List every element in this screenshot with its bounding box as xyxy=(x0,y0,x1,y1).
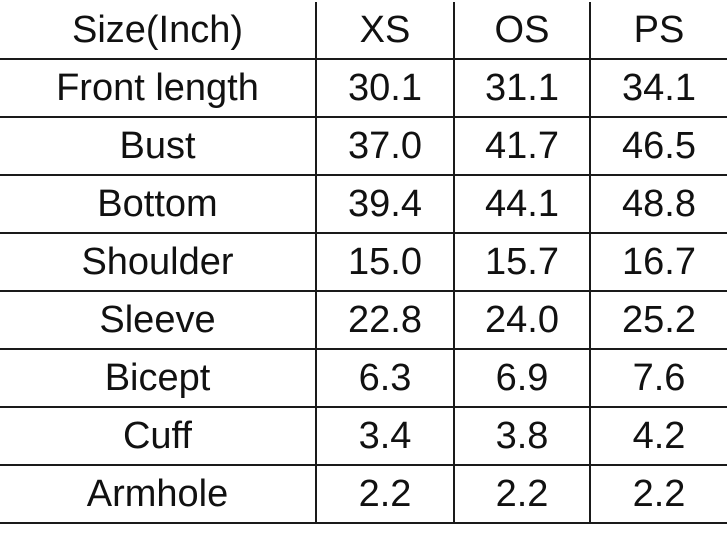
value-cell: 3.4 xyxy=(315,406,455,466)
value-cell: 6.3 xyxy=(315,348,455,408)
value-cell: 24.0 xyxy=(453,290,591,350)
row-label-cell: Cuff xyxy=(0,406,317,466)
row-label-cell: Size(Inch) xyxy=(0,2,317,60)
value-cell: 4.2 xyxy=(589,406,727,466)
value-cell: OS xyxy=(453,2,591,60)
value-cell: 31.1 xyxy=(453,58,591,118)
table-row: Cuff 3.4 3.8 4.2 xyxy=(0,406,727,466)
value-cell: 25.2 xyxy=(589,290,727,350)
value-cell: 3.8 xyxy=(453,406,591,466)
value-cell: 16.7 xyxy=(589,232,727,292)
table-row: Bust 37.0 41.7 46.5 xyxy=(0,116,727,176)
row-label-cell: Shoulder xyxy=(0,232,317,292)
value-cell: 2.2 xyxy=(453,464,591,524)
value-cell: 37.0 xyxy=(315,116,455,176)
value-cell: 39.4 xyxy=(315,174,455,234)
value-cell: 34.1 xyxy=(589,58,727,118)
row-label-cell: Bust xyxy=(0,116,317,176)
value-cell: 15.0 xyxy=(315,232,455,292)
row-label-cell: Bottom xyxy=(0,174,317,234)
value-cell: 6.9 xyxy=(453,348,591,408)
value-cell: 30.1 xyxy=(315,58,455,118)
row-label-cell: Sleeve xyxy=(0,290,317,350)
value-cell: 15.7 xyxy=(453,232,591,292)
value-cell: XS xyxy=(315,2,455,60)
table-row: Armhole 2.2 2.2 2.2 xyxy=(0,464,727,524)
value-cell: 7.6 xyxy=(589,348,727,408)
value-cell: 2.2 xyxy=(315,464,455,524)
value-cell: PS xyxy=(589,2,727,60)
value-cell: 44.1 xyxy=(453,174,591,234)
row-label-cell: Armhole xyxy=(0,464,317,524)
size-chart-table: Size(Inch) XS OS PS Front length 30.1 31.1 34.1… xyxy=(0,2,727,524)
value-cell: 2.2 xyxy=(589,464,727,524)
table-row: Shoulder 15.0 15.7 16.7 xyxy=(0,232,727,292)
value-cell: 41.7 xyxy=(453,116,591,176)
value-cell: 48.8 xyxy=(589,174,727,234)
row-label-cell: Front length xyxy=(0,58,317,118)
table-row: Bottom 39.4 44.1 48.8 xyxy=(0,174,727,234)
table-row: Bicept 6.3 6.9 7.6 xyxy=(0,348,727,408)
value-cell: 22.8 xyxy=(315,290,455,350)
row-label-cell: Bicept xyxy=(0,348,317,408)
table-row: Sleeve 22.8 24.0 25.2 xyxy=(0,290,727,350)
value-cell: 46.5 xyxy=(589,116,727,176)
table-row: Front length 30.1 31.1 34.1 xyxy=(0,58,727,118)
header-row: Size(Inch) XS OS PS xyxy=(0,2,727,60)
